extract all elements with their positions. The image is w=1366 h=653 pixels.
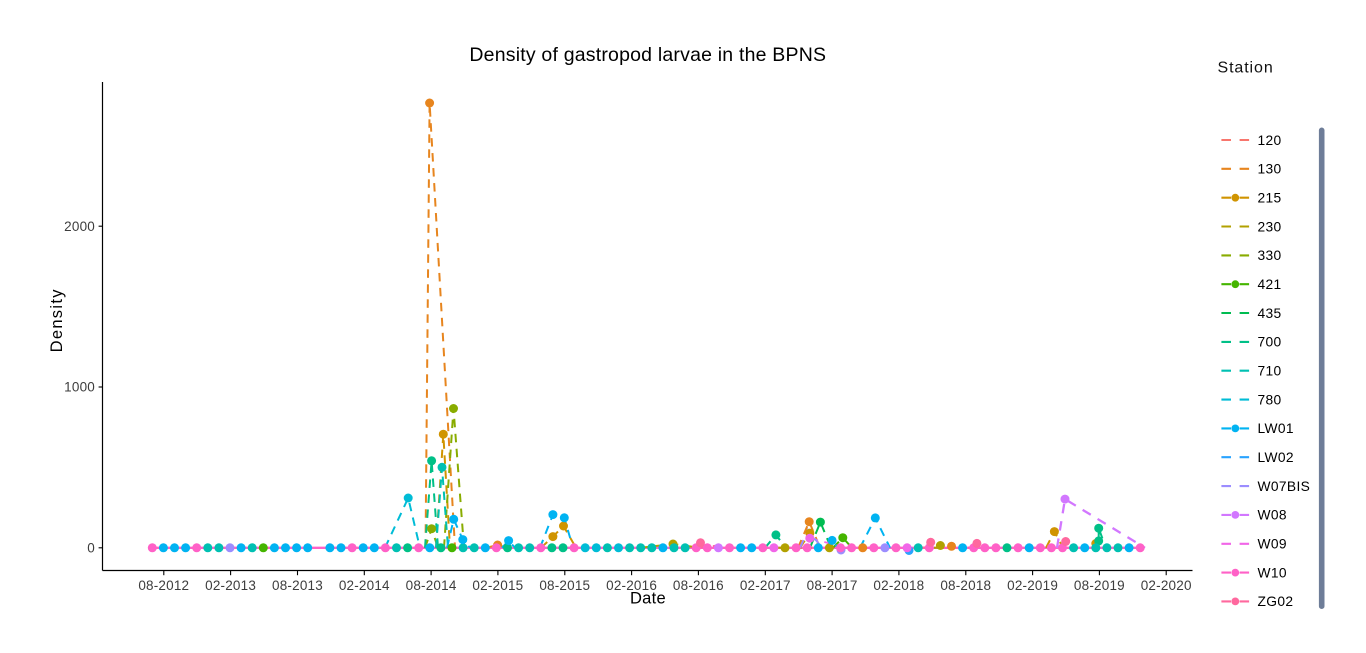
svg-text:02-2018: 02-2018 xyxy=(873,578,924,593)
svg-text:421: 421 xyxy=(1258,277,1282,292)
svg-text:330: 330 xyxy=(1258,248,1282,263)
svg-text:Density of gastropod larvae in: Density of gastropod larvae in the BPNS xyxy=(469,44,826,66)
svg-text:08-2019: 08-2019 xyxy=(1074,578,1125,593)
svg-text:08-2018: 08-2018 xyxy=(940,578,991,593)
svg-text:700: 700 xyxy=(1258,335,1282,350)
svg-text:1000: 1000 xyxy=(64,380,95,395)
svg-text:W07BIS: W07BIS xyxy=(1258,479,1311,494)
svg-text:ZG02: ZG02 xyxy=(1258,594,1294,609)
svg-text:LW01: LW01 xyxy=(1258,421,1294,436)
svg-text:08-2016: 08-2016 xyxy=(673,578,724,593)
svg-text:W10: W10 xyxy=(1258,565,1287,580)
svg-text:08-2017: 08-2017 xyxy=(807,578,858,593)
svg-text:2000: 2000 xyxy=(64,219,95,234)
svg-text:W09: W09 xyxy=(1258,537,1287,552)
svg-text:02-2019: 02-2019 xyxy=(1007,578,1058,593)
svg-text:02-2016: 02-2016 xyxy=(606,578,657,593)
svg-text:02-2013: 02-2013 xyxy=(205,578,256,593)
svg-text:710: 710 xyxy=(1258,364,1282,379)
svg-text:08-2015: 08-2015 xyxy=(539,578,590,593)
svg-text:02-2020: 02-2020 xyxy=(1141,578,1192,593)
svg-text:0: 0 xyxy=(87,540,95,555)
svg-text:W08: W08 xyxy=(1258,508,1287,523)
svg-text:08-2013: 08-2013 xyxy=(272,578,323,593)
svg-text:LW02: LW02 xyxy=(1258,450,1294,465)
svg-text:08-2014: 08-2014 xyxy=(406,578,457,593)
svg-text:Date: Date xyxy=(630,590,666,608)
svg-text:230: 230 xyxy=(1258,219,1282,234)
svg-text:120: 120 xyxy=(1258,133,1282,148)
svg-text:08-2012: 08-2012 xyxy=(138,578,189,593)
svg-text:130: 130 xyxy=(1258,162,1282,177)
svg-text:215: 215 xyxy=(1258,191,1282,206)
svg-text:02-2015: 02-2015 xyxy=(472,578,523,593)
svg-text:Station: Station xyxy=(1218,60,1274,77)
svg-text:Density: Density xyxy=(48,288,66,352)
svg-text:02-2017: 02-2017 xyxy=(740,578,791,593)
svg-text:780: 780 xyxy=(1258,392,1282,407)
svg-text:02-2014: 02-2014 xyxy=(339,578,390,593)
svg-text:435: 435 xyxy=(1258,306,1282,321)
